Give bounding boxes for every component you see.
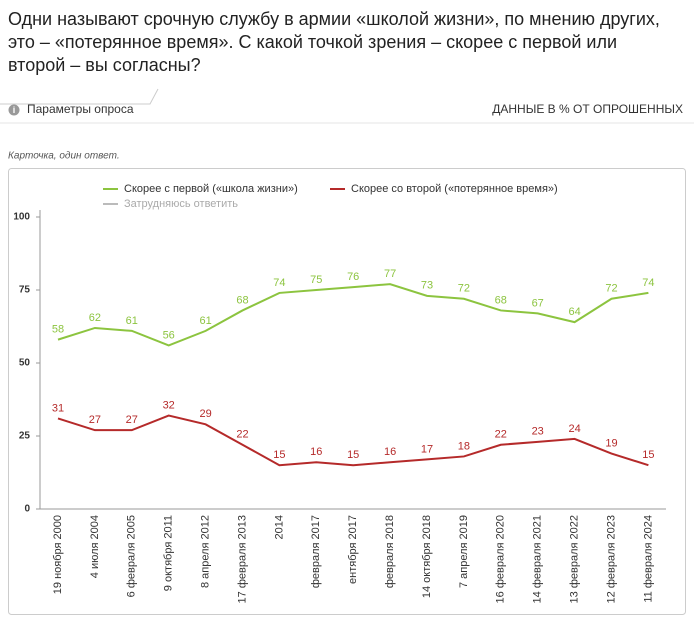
data-label: 74: [273, 277, 285, 289]
y-tick-label: 75: [19, 285, 31, 296]
data-label: 24: [568, 423, 580, 435]
data-label: 23: [532, 426, 544, 438]
data-label: 72: [605, 283, 617, 295]
x-tick-label: февраля 2017: [310, 515, 322, 588]
data-label: 27: [126, 414, 138, 426]
chart-frame: [8, 168, 686, 615]
x-tick-label: 6 февраля 2005: [126, 515, 138, 597]
x-tick-label: ентября 2017: [347, 515, 359, 584]
x-tick-label: 12 февраля 2023: [605, 515, 617, 603]
data-label: 15: [347, 449, 359, 461]
x-tick-label: 11 февраля 2024: [642, 515, 654, 603]
data-label: 68: [495, 294, 507, 306]
data-label: 68: [236, 294, 248, 306]
data-label: 27: [89, 414, 101, 426]
legend-label: Скорее со второй («потерянное время»): [351, 183, 558, 195]
data-label: 76: [347, 271, 359, 283]
data-label: 74: [642, 277, 654, 289]
x-tick-label: 16 февраля 2020: [495, 515, 507, 603]
params-link[interactable]: Параметры опроса: [27, 102, 134, 116]
data-label: 61: [126, 315, 138, 327]
data-label: 31: [52, 402, 64, 414]
units-note: ДАННЫЕ В % ОТ ОПРОШЕННЫХ: [492, 102, 683, 116]
y-tick-label: 25: [19, 431, 31, 442]
data-label: 75: [310, 274, 322, 286]
data-label: 16: [310, 446, 322, 458]
data-label: 29: [199, 408, 211, 420]
data-label: 61: [199, 315, 211, 327]
data-label: 18: [458, 440, 470, 452]
legend-label: Скорее с первой («школа жизни»): [124, 183, 298, 195]
data-label: 32: [163, 399, 175, 411]
data-label: 58: [52, 324, 64, 336]
data-label: 15: [273, 449, 285, 461]
title: Одни называют срочную службу в армии «шк…: [8, 9, 660, 75]
legend-label: Затрудняюсь ответить: [124, 198, 238, 210]
data-label: 67: [532, 297, 544, 309]
data-label: 15: [642, 449, 654, 461]
data-label: 77: [384, 268, 396, 280]
x-tick-label: 19 ноября 2000: [52, 515, 64, 594]
x-tick-label: февраля 2018: [384, 515, 396, 588]
data-label: 62: [89, 312, 101, 324]
x-tick-label: 17 февраля 2013: [236, 515, 248, 603]
data-label: 72: [458, 283, 470, 295]
data-label: 22: [495, 429, 507, 441]
series-line: [57, 283, 649, 347]
data-label: 56: [163, 329, 175, 341]
data-label: 22: [236, 429, 248, 441]
x-tick-label: 7 апреля 2019: [458, 515, 470, 588]
x-tick-label: 14 февраля 2021: [532, 515, 544, 603]
data-label: 16: [384, 446, 396, 458]
y-tick-label: 100: [13, 212, 30, 223]
data-label: 19: [605, 437, 617, 449]
x-tick-label: 2014: [273, 515, 285, 539]
x-tick-label: 9 октября 2011: [163, 515, 175, 591]
info-glyph: i: [13, 105, 16, 115]
data-label: 64: [568, 306, 580, 318]
data-label: 17: [421, 443, 433, 455]
y-tick-label: 0: [24, 504, 30, 515]
card-note: Карточка, один ответ.: [8, 151, 120, 162]
series-line: [57, 414, 649, 467]
x-tick-label: 14 октября 2018: [421, 515, 433, 598]
x-tick-label: 4 июля 2004: [89, 515, 101, 578]
info-icon[interactable]: [8, 104, 20, 116]
x-tick-label: 8 апреля 2012: [200, 515, 212, 588]
separator: [0, 88, 159, 105]
data-label: 73: [421, 280, 433, 292]
x-tick-label: 13 февраля 2022: [569, 515, 581, 603]
y-tick-label: 50: [19, 358, 31, 369]
